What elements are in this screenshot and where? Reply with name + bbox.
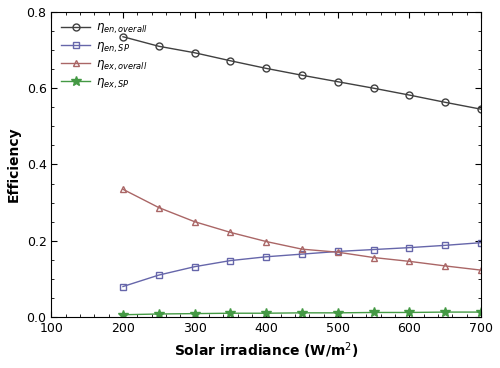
$\eta_{ex,overall}$ <box>370 255 376 260</box>
$\eta_{en,overall}$ <box>406 93 412 97</box>
$\eta_{en,SP}$ <box>120 284 126 289</box>
$\eta_{ex,SP}$ <box>406 310 412 315</box>
X-axis label: Solar irradiance (W/m$^2$): Solar irradiance (W/m$^2$) <box>174 340 358 361</box>
$\eta_{ex,SP}$ <box>299 311 305 315</box>
$\eta_{en,SP}$ <box>228 258 234 263</box>
$\eta_{en,overall}$ <box>192 50 198 55</box>
$\eta_{ex,overall}$ <box>228 230 234 234</box>
$\eta_{en,SP}$ <box>442 243 448 248</box>
$\eta_{ex,overall}$ <box>406 259 412 263</box>
$\eta_{ex,SP}$ <box>120 312 126 317</box>
$\eta_{ex,overall}$ <box>120 187 126 191</box>
$\eta_{en,overall}$ <box>228 59 234 63</box>
$\eta_{ex,SP}$ <box>228 311 234 315</box>
$\eta_{en,SP}$ <box>406 245 412 250</box>
Line: $\eta_{en,overall}$: $\eta_{en,overall}$ <box>120 33 484 113</box>
$\eta_{ex,overall}$ <box>299 247 305 251</box>
$\eta_{ex,overall}$ <box>156 205 162 210</box>
Line: $\eta_{ex,overall}$: $\eta_{ex,overall}$ <box>120 186 484 273</box>
$\eta_{en,overall}$ <box>335 79 341 84</box>
Line: $\eta_{en,SP}$: $\eta_{en,SP}$ <box>120 239 484 290</box>
$\eta_{en,SP}$ <box>263 255 269 259</box>
$\eta_{en,SP}$ <box>299 252 305 256</box>
$\eta_{en,overall}$ <box>120 35 126 39</box>
$\eta_{en,overall}$ <box>156 44 162 49</box>
Line: $\eta_{ex,SP}$: $\eta_{ex,SP}$ <box>118 307 486 320</box>
$\eta_{en,overall}$ <box>442 100 448 105</box>
$\eta_{en,overall}$ <box>263 66 269 71</box>
$\eta_{ex,SP}$ <box>192 311 198 316</box>
$\eta_{en,overall}$ <box>299 73 305 77</box>
$\eta_{ex,SP}$ <box>335 311 341 315</box>
Y-axis label: Efficiency: Efficiency <box>7 127 21 202</box>
Legend: $\eta_{en,overall}$, $\eta_{en,SP}$, $\eta_{ex,overall}$, $\eta_{ex,SP}$: $\eta_{en,overall}$, $\eta_{en,SP}$, $\e… <box>58 18 152 94</box>
$\eta_{en,overall}$ <box>370 86 376 91</box>
$\eta_{en,overall}$ <box>478 107 484 112</box>
$\eta_{en,SP}$ <box>192 265 198 269</box>
$\eta_{ex,overall}$ <box>478 268 484 272</box>
$\eta_{ex,SP}$ <box>442 310 448 314</box>
$\eta_{ex,overall}$ <box>442 264 448 268</box>
$\eta_{en,SP}$ <box>370 247 376 252</box>
$\eta_{ex,SP}$ <box>263 311 269 315</box>
$\eta_{en,SP}$ <box>478 240 484 245</box>
$\eta_{en,SP}$ <box>156 273 162 277</box>
$\eta_{ex,SP}$ <box>478 310 484 314</box>
$\eta_{ex,SP}$ <box>370 310 376 315</box>
$\eta_{ex,overall}$ <box>335 250 341 254</box>
$\eta_{ex,overall}$ <box>192 219 198 224</box>
$\eta_{ex,overall}$ <box>263 239 269 244</box>
$\eta_{ex,SP}$ <box>156 312 162 316</box>
$\eta_{en,SP}$ <box>335 249 341 254</box>
